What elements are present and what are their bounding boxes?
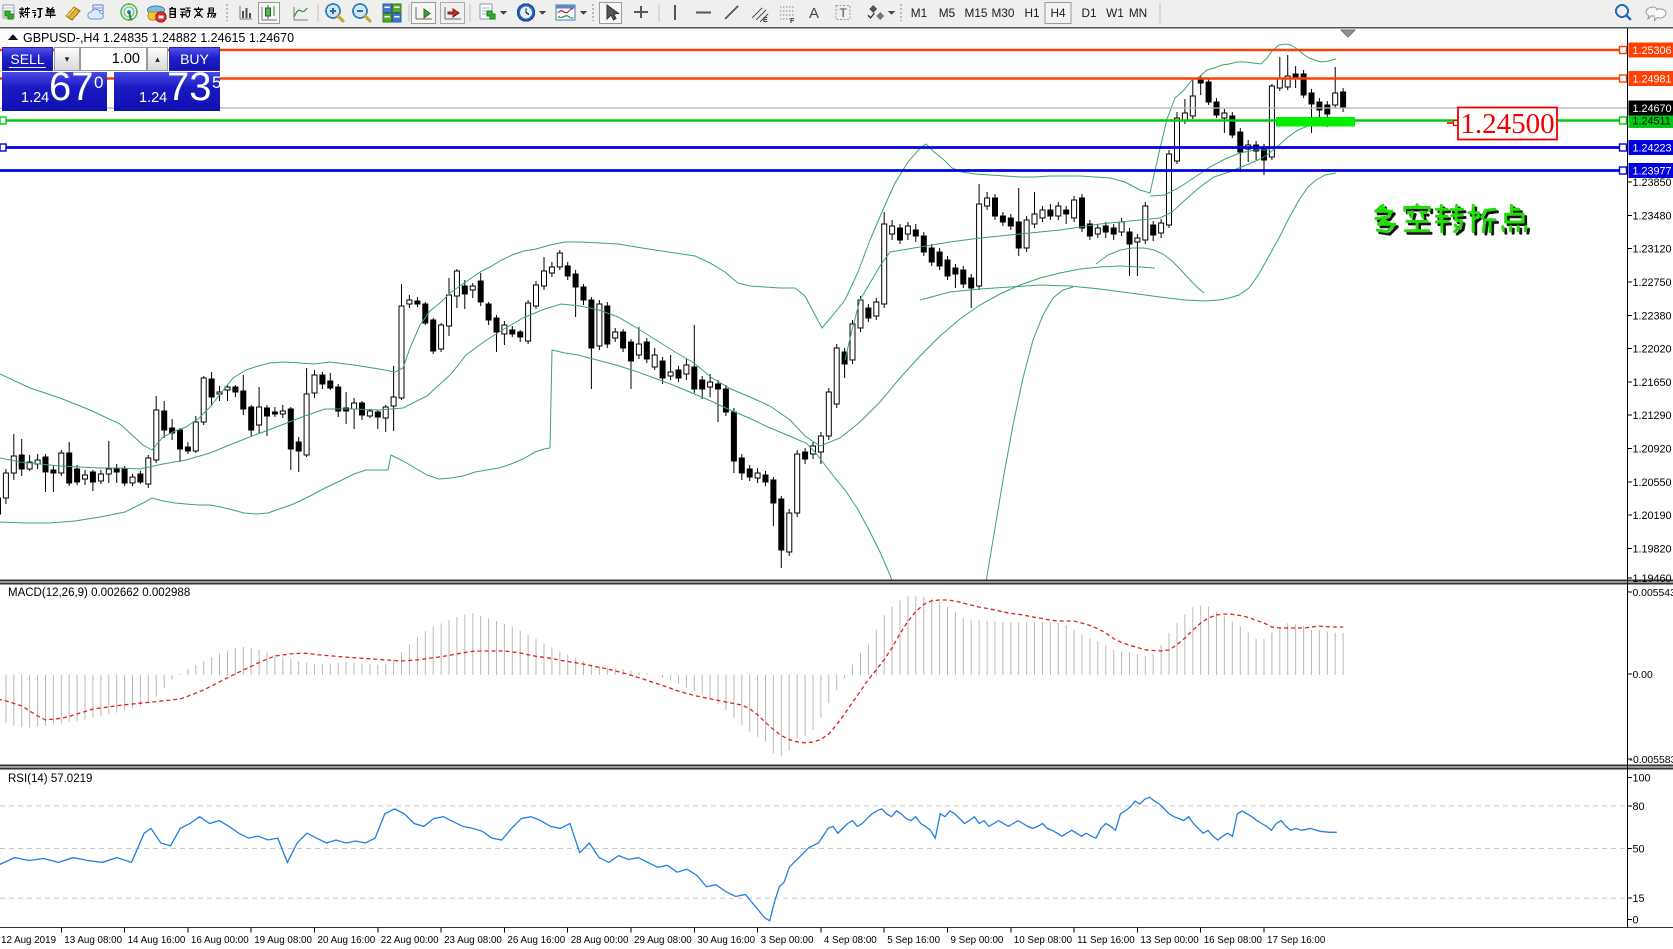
svg-text:1.20920: 1.20920 (1633, 444, 1672, 456)
svg-text:10 Sep 08:00: 10 Sep 08:00 (1014, 935, 1073, 946)
svg-text:RSI(14) 57.0219: RSI(14) 57.0219 (8, 773, 92, 785)
svg-text:1.19460: 1.19460 (1633, 573, 1672, 585)
svg-text:0.00: 0.00 (1633, 670, 1653, 681)
svg-text:50: 50 (1633, 844, 1645, 856)
svg-text:22 Aug 00:00: 22 Aug 00:00 (381, 935, 439, 946)
svg-text:12 Aug 2019: 12 Aug 2019 (1, 935, 56, 946)
svg-text:W1: W1 (1106, 6, 1124, 20)
svg-text:28 Aug 00:00: 28 Aug 00:00 (571, 935, 629, 946)
svg-text:A: A (809, 5, 819, 22)
svg-text:1.24670: 1.24670 (1633, 103, 1672, 115)
svg-text:17 Sep 16:00: 17 Sep 16:00 (1267, 935, 1326, 946)
svg-text:1.22380: 1.22380 (1633, 311, 1672, 323)
svg-text:1.24511: 1.24511 (1633, 116, 1671, 128)
svg-text:H4: H4 (1050, 6, 1066, 20)
svg-text:D1: D1 (1081, 6, 1096, 20)
svg-text:1.25306: 1.25306 (1633, 45, 1672, 57)
svg-text:1.21290: 1.21290 (1633, 410, 1672, 422)
svg-text:M1: M1 (911, 6, 927, 20)
svg-text:1.20190: 1.20190 (1633, 510, 1672, 522)
svg-text:1.22020: 1.22020 (1633, 344, 1672, 356)
svg-text:80: 80 (1633, 801, 1645, 813)
svg-text:16 Sep 08:00: 16 Sep 08:00 (1204, 935, 1263, 946)
svg-text:11 Sep 16:00: 11 Sep 16:00 (1077, 935, 1135, 946)
svg-text:26 Aug 16:00: 26 Aug 16:00 (507, 935, 565, 946)
svg-text:F: F (790, 18, 795, 25)
svg-text:M30: M30 (992, 6, 1015, 20)
svg-text:100: 100 (1633, 773, 1651, 785)
svg-text:1.21650: 1.21650 (1633, 377, 1672, 389)
svg-text:3 Sep 00:00: 3 Sep 00:00 (761, 935, 814, 946)
svg-text:5 Sep 16:00: 5 Sep 16:00 (887, 935, 940, 946)
svg-text:15: 15 (1633, 893, 1645, 905)
svg-text:0: 0 (1633, 915, 1639, 927)
svg-text:E: E (763, 17, 768, 24)
svg-text:MACD(12,26,9) 0.002662 0.00298: MACD(12,26,9) 0.002662 0.002988 (8, 587, 190, 599)
svg-text:H1: H1 (1024, 6, 1039, 20)
svg-text:1.24223: 1.24223 (1633, 143, 1672, 155)
svg-text:4 Sep 08:00: 4 Sep 08:00 (824, 935, 877, 946)
svg-text:13 Sep 00:00: 13 Sep 00:00 (1140, 935, 1199, 946)
svg-text:-0.005583: -0.005583 (1630, 755, 1673, 766)
svg-text:19 Aug 08:00: 19 Aug 08:00 (254, 935, 312, 946)
svg-text:29 Aug 08:00: 29 Aug 08:00 (634, 935, 692, 946)
svg-text:1.19820: 1.19820 (1633, 544, 1672, 556)
svg-text:1.23120: 1.23120 (1633, 244, 1672, 256)
svg-text:1.20550: 1.20550 (1633, 477, 1672, 489)
svg-text:M15: M15 (965, 6, 988, 20)
svg-text:1.24981: 1.24981 (1633, 74, 1672, 86)
svg-text:1.23850: 1.23850 (1633, 177, 1672, 189)
svg-text:23 Aug 08:00: 23 Aug 08:00 (444, 935, 502, 946)
svg-text:30 Aug 16:00: 30 Aug 16:00 (697, 935, 755, 946)
svg-text:M5: M5 (939, 6, 956, 20)
svg-text:1.22750: 1.22750 (1633, 277, 1672, 289)
svg-text:20 Aug 16:00: 20 Aug 16:00 (318, 935, 376, 946)
svg-text:16 Aug 00:00: 16 Aug 00:00 (191, 935, 249, 946)
svg-text:14 Aug 16:00: 14 Aug 16:00 (128, 935, 186, 946)
svg-text:GBPUSD-,H4 1.24835 1.24882 1.: GBPUSD-,H4 1.24835 1.24882 1.24615 1.246… (23, 31, 294, 45)
svg-text:1.24500: 1.24500 (1460, 108, 1554, 140)
svg-text:1.23977: 1.23977 (1633, 166, 1672, 178)
svg-text:1.23480: 1.23480 (1633, 211, 1672, 223)
svg-text:T: T (840, 6, 848, 20)
svg-text:9 Sep 00:00: 9 Sep 00:00 (951, 935, 1004, 946)
svg-text:13 Aug 08:00: 13 Aug 08:00 (64, 935, 122, 946)
svg-text:MN: MN (1129, 6, 1147, 20)
svg-text:0.005543: 0.005543 (1633, 588, 1673, 599)
